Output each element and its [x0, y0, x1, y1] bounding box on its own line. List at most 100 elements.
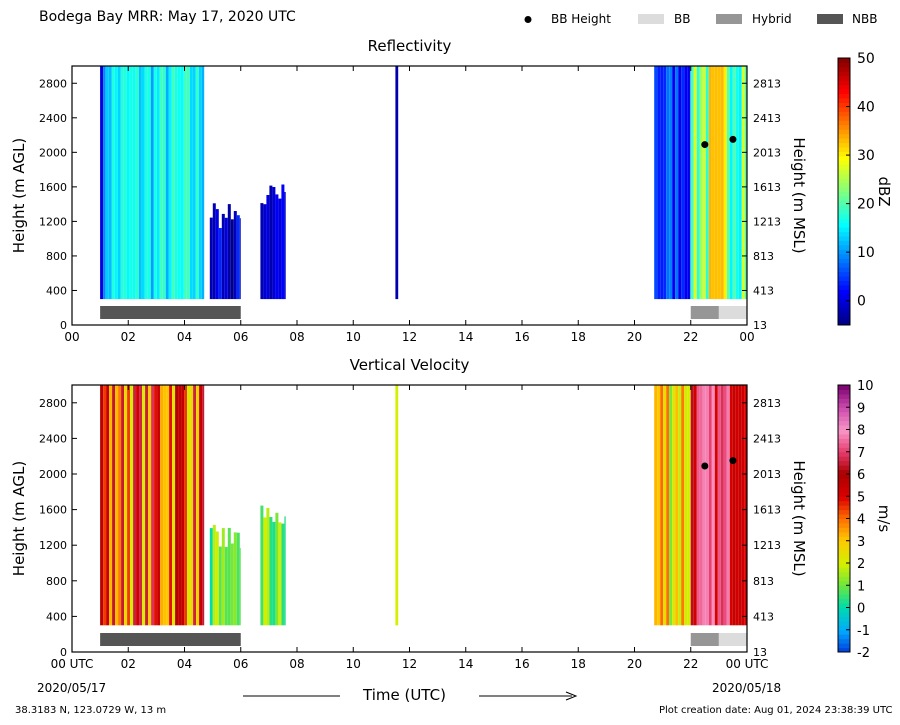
creation-date-text: Plot creation date: Aug 01, 2024 23:38:3… — [659, 705, 893, 716]
panel-title: Vertical Velocity — [350, 356, 470, 374]
legend-bb-height-label: BB Height — [551, 12, 611, 26]
bb-height-point — [701, 141, 709, 149]
x-tick-label: 08 — [289, 657, 304, 671]
legend-bb-label: BB — [674, 12, 691, 26]
y-tick-label: 2400 — [39, 112, 67, 125]
x-tick-label: 16 — [514, 657, 529, 671]
echo-region — [100, 385, 205, 626]
echo-region — [209, 203, 241, 300]
x-tick-label: 18 — [571, 657, 586, 671]
colorbar-tick-label: 10 — [857, 379, 874, 394]
location-text: 38.3183 N, 123.0729 W, 13 m — [15, 705, 167, 716]
bb-type-bar-nbb — [100, 633, 241, 646]
y-right-tick-label: 2813 — [753, 77, 781, 90]
x-tick-label: 06 — [233, 657, 248, 671]
x-tick-label: 22 — [683, 657, 698, 671]
y-tick-label: 800 — [46, 250, 67, 263]
colorbar-tick-label: 10 — [857, 245, 875, 261]
colorbar-tick-label: 40 — [857, 100, 875, 116]
x-tick-label: 20 — [627, 657, 642, 671]
y-tick-label: 800 — [46, 575, 67, 588]
colorbar-tick-label: 3 — [857, 535, 865, 550]
x-tick-label: 00 UTC — [51, 657, 94, 671]
y-tick-label: 1600 — [39, 504, 67, 517]
colorbar-tick-label: -1 — [857, 624, 870, 639]
x-tick-label: 12 — [402, 330, 417, 344]
y-right-tick-label: 813 — [753, 250, 774, 263]
y-tick-label: 2000 — [39, 468, 67, 481]
bb-height-point — [729, 135, 737, 143]
legend-bb-swatch — [638, 14, 664, 24]
y-right-tick-label: 13 — [753, 319, 767, 332]
echo-region — [260, 184, 286, 300]
x-tick-label: 16 — [514, 330, 529, 344]
bb-type-bar-bb — [718, 306, 747, 319]
bb-height-point — [729, 457, 737, 465]
y-right-tick-label: 413 — [753, 284, 774, 297]
echo-region — [690, 66, 748, 300]
y-right-tick-label: 2413 — [753, 112, 781, 125]
y-right-tick-label: 1213 — [753, 539, 781, 552]
colorbar-tick-label: 1 — [857, 579, 865, 594]
x-tick-label: 02 — [121, 657, 136, 671]
bb-type-bar-hybrid — [690, 633, 719, 646]
colorbar-tick-label: 8 — [857, 424, 865, 439]
colorbar-tick-label: 4 — [857, 513, 865, 528]
y-tick-label: 1200 — [39, 539, 67, 552]
reflectivity-panel: 00 02 04 06 08 10 12 14 16 18 20 22 0004008001200160… — [10, 37, 893, 344]
legend-nbb-swatch — [817, 14, 843, 24]
y-tick-label: 400 — [46, 284, 67, 297]
y-right-tick-label: 413 — [753, 610, 774, 623]
echo-region — [690, 385, 748, 626]
colorbar-tick-label: 2 — [857, 557, 865, 572]
echo-region — [395, 66, 399, 300]
y-tick-label: 0 — [60, 646, 67, 659]
colorbar-tick-label: 30 — [857, 148, 875, 164]
date-end: 2020/05/18 — [712, 681, 782, 695]
colorbar-tick-label: 50 — [857, 51, 875, 67]
y-right-tick-label: 813 — [753, 575, 774, 588]
x-tick-label: 00 — [739, 330, 754, 344]
colorbar-tick-label: 6 — [857, 468, 865, 483]
y-right-axis-label: Height (m MSL) — [790, 460, 808, 576]
y-tick-label: 2400 — [39, 432, 67, 445]
x-tick-label: 12 — [402, 657, 417, 671]
y-right-tick-label: 2013 — [753, 146, 781, 159]
colorbar-tick-label: -2 — [857, 646, 870, 661]
x-tick-label: 00 UTC — [726, 657, 769, 671]
echo-region — [395, 385, 399, 626]
colorbar-tick-label: 5 — [857, 490, 865, 505]
bb-height-point — [701, 462, 709, 470]
x-tick-label: 06 — [233, 330, 248, 344]
x-tick-label: 02 — [121, 330, 136, 344]
legend-hybrid-label: Hybrid — [752, 12, 792, 26]
y-right-tick-label: 1613 — [753, 504, 781, 517]
colorbar-frame — [837, 57, 851, 326]
y-right-tick-label: 2013 — [753, 468, 781, 481]
colorbar-label: dBZ — [875, 176, 893, 206]
y-tick-label: 2800 — [39, 397, 67, 410]
colorbar-label: m/s — [875, 505, 893, 533]
x-tick-label: 10 — [346, 657, 361, 671]
x-tick-label: 14 — [458, 330, 473, 344]
velocity-panel: 00 UTC 02 04 06 08 10 12 14 16 18 20 22 00 UTC040080… — [10, 356, 893, 671]
echo-region — [654, 66, 691, 300]
echo-region — [105, 66, 205, 300]
y-tick-label: 2800 — [39, 77, 67, 90]
panel-title: Reflectivity — [368, 37, 452, 55]
time-arrow-head — [565, 691, 578, 701]
y-right-axis-label: Height (m MSL) — [790, 137, 808, 253]
figure-title: Bodega Bay MRR: May 17, 2020 UTC — [39, 9, 296, 25]
echo-region — [654, 385, 691, 626]
x-tick-label: 14 — [458, 657, 473, 671]
colorbar: -2 -1 0 1 2 3 4 5 6 7 8 9 10 m/s — [837, 379, 893, 661]
colorbar-tick-label: 20 — [857, 197, 875, 213]
colorbar-tick-label: 7 — [857, 446, 865, 461]
y-right-tick-label: 2813 — [753, 397, 781, 410]
x-tick-label: 00 — [64, 330, 79, 344]
x-tick-label: 20 — [627, 330, 642, 344]
y-tick-label: 0 — [60, 319, 67, 332]
echo-field — [100, 66, 748, 300]
x-tick-label: 18 — [571, 330, 586, 344]
